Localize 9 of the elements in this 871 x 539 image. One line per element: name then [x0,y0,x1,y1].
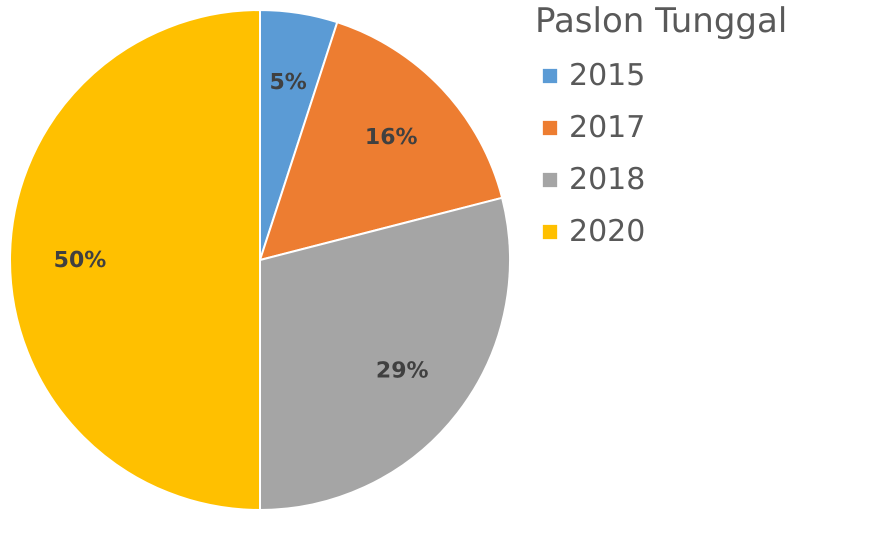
data-label: 50% [54,248,106,273]
legend-label: 2015 [569,58,646,93]
legend-label: 2018 [569,162,646,197]
data-label: 5% [269,70,307,96]
data-label: 16% [364,124,418,150]
legend-label: 2020 [569,214,646,249]
legend-title: Paslon Tunggal [535,1,788,41]
legend-label: 2017 [569,110,646,145]
data-label: 29% [376,358,429,384]
